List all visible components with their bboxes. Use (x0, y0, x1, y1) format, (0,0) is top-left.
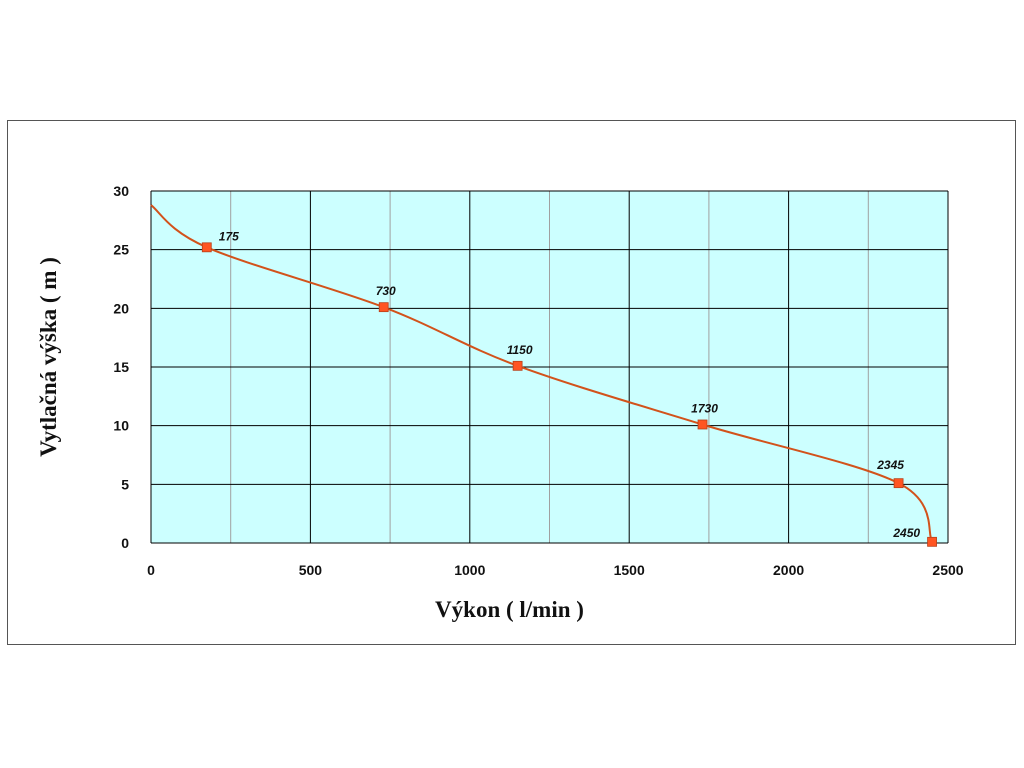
x-axis-ticks: 0 500 1000 1500 2000 2500 (147, 562, 964, 578)
data-marker (512, 360, 523, 371)
data-marker (927, 536, 937, 547)
data-marker (697, 419, 708, 430)
y-axis-ticks: 0 5 10 15 20 25 30 (113, 183, 129, 551)
y-tick-label: 15 (113, 359, 129, 375)
x-tick-label: 500 (299, 562, 323, 578)
data-marker (378, 302, 389, 313)
y-tick-label: 5 (121, 476, 129, 492)
major-gridlines (150, 190, 949, 544)
x-tick-label: 2000 (773, 562, 804, 578)
x-axis-title: Výkon ( l/min ) (435, 597, 584, 622)
y-tick-label: 30 (113, 183, 129, 199)
y-axis-title: Vytlačná výška ( m ) (36, 257, 61, 457)
y-tick-label: 10 (113, 418, 129, 434)
data-labels: 175 730 1150 1730 2345 2450 (219, 229, 921, 540)
x-tick-label: 2500 (932, 562, 963, 578)
data-label: 175 (219, 229, 239, 243)
data-label: 730 (376, 284, 396, 298)
series-line (150, 204, 933, 543)
data-markers (201, 242, 937, 547)
y-tick-label: 20 (113, 300, 129, 316)
data-label: 2345 (876, 458, 904, 472)
x-tick-label: 0 (147, 562, 155, 578)
x-tick-label: 1500 (614, 562, 645, 578)
x-tick-label: 1000 (454, 562, 485, 578)
data-label: 1730 (691, 401, 718, 415)
data-marker (893, 478, 904, 489)
y-tick-label: 25 (113, 242, 129, 258)
data-marker (201, 242, 212, 253)
data-label: 1150 (507, 343, 533, 357)
y-tick-label: 0 (121, 535, 129, 551)
data-label: 2450 (892, 526, 920, 540)
